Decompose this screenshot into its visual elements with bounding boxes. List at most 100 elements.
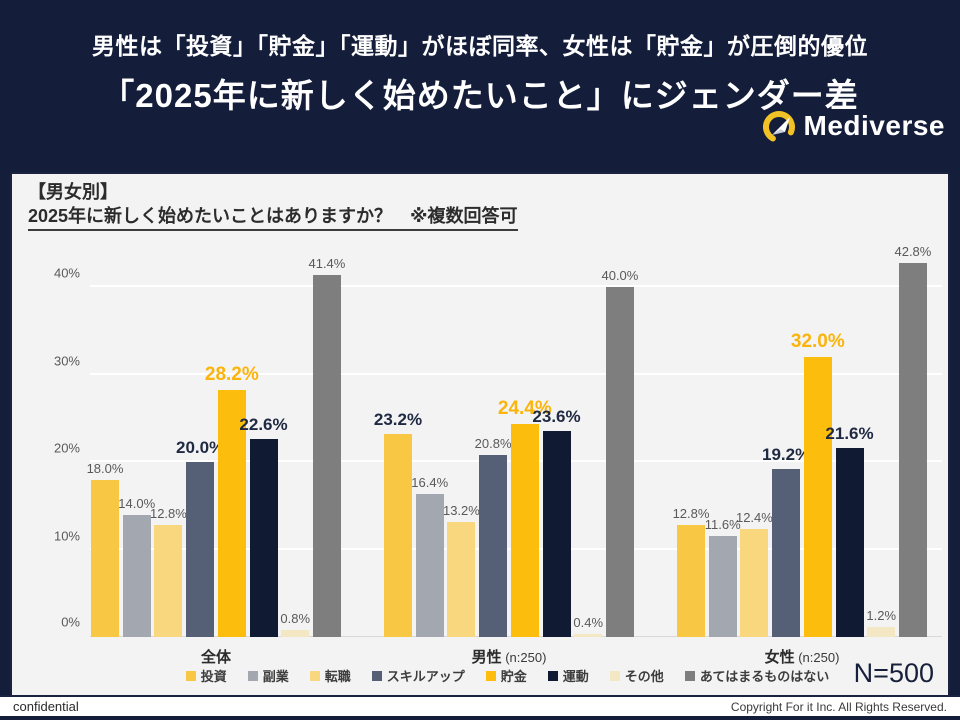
bar-value-label: 41.4% <box>308 255 346 271</box>
y-axis-tick: 10% <box>53 528 80 543</box>
confidential-label: confidential <box>13 699 79 714</box>
legend-swatch-icon <box>609 670 620 681</box>
legend-label: スキルアップ <box>386 669 465 684</box>
legend-swatch-icon <box>684 670 695 681</box>
gridline-30 <box>90 372 942 375</box>
legend-swatch-icon <box>309 670 320 681</box>
bar <box>479 455 508 637</box>
legend-item: 転職 <box>309 666 351 685</box>
bar-slot: 22.6% <box>239 240 288 637</box>
bar-value-label: 20.0% <box>176 438 225 457</box>
bar-value-label: 12.8% <box>149 506 187 521</box>
legend-label: あてはまるものはない <box>699 669 830 684</box>
slide-header: 男性は「投資」「貯金」「運動」がほぼ同率、女性は「貯金」が圧倒的優位 「2025… <box>0 0 960 172</box>
headline-finding: 男性は「投資」「貯金」「運動」がほぼ同率、女性は「貯金」が圧倒的優位 <box>92 33 868 59</box>
bar <box>835 448 864 637</box>
bar <box>867 626 896 637</box>
bar-value-label: 13.2% <box>442 502 480 518</box>
bar <box>415 493 444 637</box>
legend-label: 転職 <box>324 669 351 684</box>
bar-slot: 16.4% <box>411 240 448 637</box>
legend-item: 投資 <box>185 666 227 685</box>
legend-swatch-icon <box>185 670 196 681</box>
bar-slot: 23.6% <box>532 240 581 637</box>
bar-value-label: 23.6% <box>532 406 581 426</box>
bar-value-label: 24.4% <box>497 397 552 419</box>
bar-value-label: 0.8% <box>280 611 311 626</box>
bar-slot: 21.6% <box>825 240 874 637</box>
bar-slot: 20.0% <box>176 240 224 637</box>
group-sample-size: (n:250) <box>501 650 547 665</box>
bar-slot: 24.4% <box>498 240 552 637</box>
bar-slot: 41.4% <box>308 240 345 637</box>
bar-slot: 12.8% <box>673 240 709 637</box>
bar-slot: 0.4% <box>573 240 604 637</box>
bar <box>91 479 119 637</box>
bar-value-label: 19.2% <box>762 445 811 464</box>
bar-slot: 12.4% <box>736 240 773 637</box>
bar-slot: 23.2% <box>374 240 422 637</box>
bar-value-label: 20.8% <box>474 436 512 451</box>
bar-value-label: 22.6% <box>239 415 288 435</box>
chart-heading: 【男女別】 2025年に新しく始めたいことはありますか？ ※複数回答可 <box>28 180 518 231</box>
bar-value-label: 42.8% <box>894 243 932 259</box>
copyright-text: Copyright For it Inc. All Rights Reserve… <box>730 699 947 714</box>
legend-swatch-icon <box>547 670 558 681</box>
bar <box>708 535 737 637</box>
bar-slot: 42.8% <box>894 240 931 637</box>
bar <box>740 528 769 637</box>
bar <box>898 262 927 637</box>
bar-slot: 20.8% <box>475 240 512 637</box>
legend-item: 副業 <box>247 666 289 685</box>
group-sample-size: (n:250) <box>794 650 840 665</box>
bar <box>677 525 705 637</box>
bar <box>803 357 832 637</box>
legend-label: 投資 <box>200 669 227 684</box>
chart-panel: 【男女別】 2025年に新しく始めたいことはありますか？ ※複数回答可 0% 10… <box>10 172 950 697</box>
bar <box>154 525 183 637</box>
group-label: 男性 (n:250) <box>471 649 547 666</box>
bar-value-label: 23.2% <box>373 410 423 429</box>
bar-value-label: 18.0% <box>86 460 124 476</box>
bar-slot: 12.8% <box>150 240 187 637</box>
bar <box>542 430 571 637</box>
legend-swatch-icon <box>485 670 496 681</box>
plot-area: 0% 10% 20% 30% 40% 18.0% 14.0% 12.8% 20.0% 28.2% 2… <box>54 240 942 666</box>
bar-value-label: 16.4% <box>411 474 449 490</box>
bar-value-label: 14.0% <box>118 495 156 511</box>
y-axis-tick: 40% <box>53 265 80 281</box>
bar <box>772 469 801 637</box>
legend-item: 貯金 <box>485 666 527 685</box>
bar <box>510 423 539 637</box>
bar-value-label: 12.4% <box>735 509 773 525</box>
bar-value-label: 1.2% <box>866 607 897 623</box>
bar <box>312 274 341 637</box>
brand-logo: Mediverse <box>761 108 945 144</box>
bar <box>605 287 634 637</box>
brand-name: Mediverse <box>803 110 945 141</box>
legend-label: 運動 <box>562 669 589 684</box>
bar-slot: 1.2% <box>866 240 897 637</box>
bar <box>384 434 412 637</box>
y-axis-tick: 30% <box>53 353 80 368</box>
bar <box>122 514 151 637</box>
legend-label: 副業 <box>262 669 289 684</box>
bar-group-2: 23.2% 16.4% 13.2% 20.8% 24.4% 23.6% 0.4% 40.0% 男… <box>374 240 638 666</box>
bar <box>249 439 278 637</box>
legend-item: 運動 <box>547 666 589 685</box>
legend-item: スキルアップ <box>371 666 465 685</box>
page-title: 「2025年に新しく始めたいこと」にジェンダー差 <box>101 77 859 114</box>
bar-group-1: 18.0% 14.0% 12.8% 20.0% 28.2% 22.6% 0.8% 41.4% 全… <box>87 240 346 666</box>
gridline-40 <box>90 285 942 287</box>
bar-slot: 11.6% <box>705 240 741 637</box>
chart-legend: 投資 副業 転職 スキルアップ 貯金 運動 その他 あてはまるものはない <box>162 666 853 685</box>
bar-slot: 32.0% <box>791 240 845 637</box>
legend-swatch-icon <box>371 670 382 681</box>
bar-value-label: 11.6% <box>704 516 741 532</box>
group-label: 女性 (n:250) <box>764 649 840 666</box>
bar-slot: 0.8% <box>280 240 311 637</box>
bar-slot: 14.0% <box>118 240 155 637</box>
bar-slot: 19.2% <box>762 240 810 637</box>
bar-value-label: 0.4% <box>573 614 604 630</box>
bar-slot: 13.2% <box>443 240 480 637</box>
